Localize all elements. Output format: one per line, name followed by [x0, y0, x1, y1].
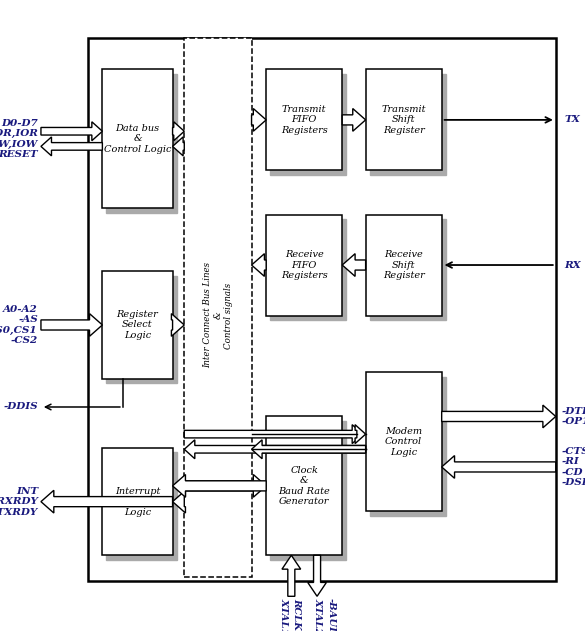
Polygon shape [173, 475, 266, 497]
Polygon shape [41, 490, 173, 513]
Bar [102, 271, 173, 379]
Bar [106, 276, 177, 383]
Polygon shape [173, 122, 184, 141]
Text: RX: RX [565, 261, 581, 269]
Bar [88, 38, 556, 581]
Bar [266, 69, 342, 170]
Polygon shape [184, 425, 363, 444]
Polygon shape [173, 490, 185, 513]
Polygon shape [184, 440, 366, 459]
Polygon shape [308, 555, 326, 596]
Polygon shape [442, 456, 556, 478]
Polygon shape [252, 254, 266, 276]
Text: -DDIS: -DDIS [4, 403, 38, 411]
Text: Receive
Shift
Register: Receive Shift Register [383, 250, 425, 280]
Bar [106, 452, 177, 560]
Text: Data bus
&
Control Logic: Data bus & Control Logic [104, 124, 171, 154]
Text: -CTS
-RI
-CD
-DSR: -CTS -RI -CD -DSR [562, 447, 585, 487]
Polygon shape [252, 109, 266, 131]
Text: XTAL1: XTAL1 [280, 598, 288, 631]
Bar [366, 215, 442, 316]
Polygon shape [184, 475, 266, 497]
Bar [106, 74, 177, 213]
Text: Transmit
FIFO
Registers: Transmit FIFO Registers [281, 105, 328, 135]
Bar [270, 421, 346, 560]
Text: Inter Connect Bus Lines
&
Control signals: Inter Connect Bus Lines & Control signal… [203, 262, 233, 369]
Polygon shape [355, 425, 366, 444]
Polygon shape [342, 109, 366, 131]
Bar [366, 69, 442, 170]
Polygon shape [173, 137, 184, 156]
Text: TX: TX [565, 115, 580, 124]
Text: Clock
&
Baud Rate
Generator: Clock & Baud Rate Generator [278, 466, 330, 506]
Text: RCLK: RCLK [292, 598, 301, 630]
Text: Transmit
Shift
Register: Transmit Shift Register [381, 105, 426, 135]
Text: Register
Select
Logic: Register Select Logic [116, 310, 159, 340]
Polygon shape [442, 405, 556, 428]
Bar [266, 215, 342, 316]
Bar [370, 74, 446, 175]
Text: XTAL2: XTAL2 [314, 598, 322, 631]
Text: A0-A2
-AS
CS0,CS1
-CS2: A0-A2 -AS CS0,CS1 -CS2 [0, 305, 38, 345]
Text: Receive
FIFO
Registers: Receive FIFO Registers [281, 250, 328, 280]
Text: Interrupt
Control
Logic: Interrupt Control Logic [115, 487, 160, 517]
Polygon shape [171, 314, 184, 336]
Polygon shape [41, 137, 102, 156]
Bar [266, 416, 342, 555]
Polygon shape [342, 254, 366, 276]
Text: -BAUDOUT: -BAUDOUT [326, 598, 335, 631]
Bar [370, 219, 446, 320]
Bar [370, 377, 446, 516]
Bar [184, 38, 252, 577]
Text: D0-D7
-IOR,IOR
-IOW,IOW
RESET: D0-D7 -IOR,IOR -IOW,IOW RESET [0, 119, 38, 159]
Polygon shape [282, 555, 301, 596]
Text: INT
-RXRDY
-TXRDY: INT -RXRDY -TXRDY [0, 487, 38, 517]
Bar [270, 74, 346, 175]
Polygon shape [41, 314, 102, 336]
Bar [270, 219, 346, 320]
Polygon shape [41, 122, 102, 141]
Text: -DTR,-RTS
-OP1,-OP2: -DTR,-RTS -OP1,-OP2 [562, 407, 585, 426]
Polygon shape [252, 440, 366, 459]
Text: Modem
Control
Logic: Modem Control Logic [385, 427, 422, 457]
Bar [102, 69, 173, 208]
Bar [366, 372, 442, 511]
Bar [102, 448, 173, 555]
